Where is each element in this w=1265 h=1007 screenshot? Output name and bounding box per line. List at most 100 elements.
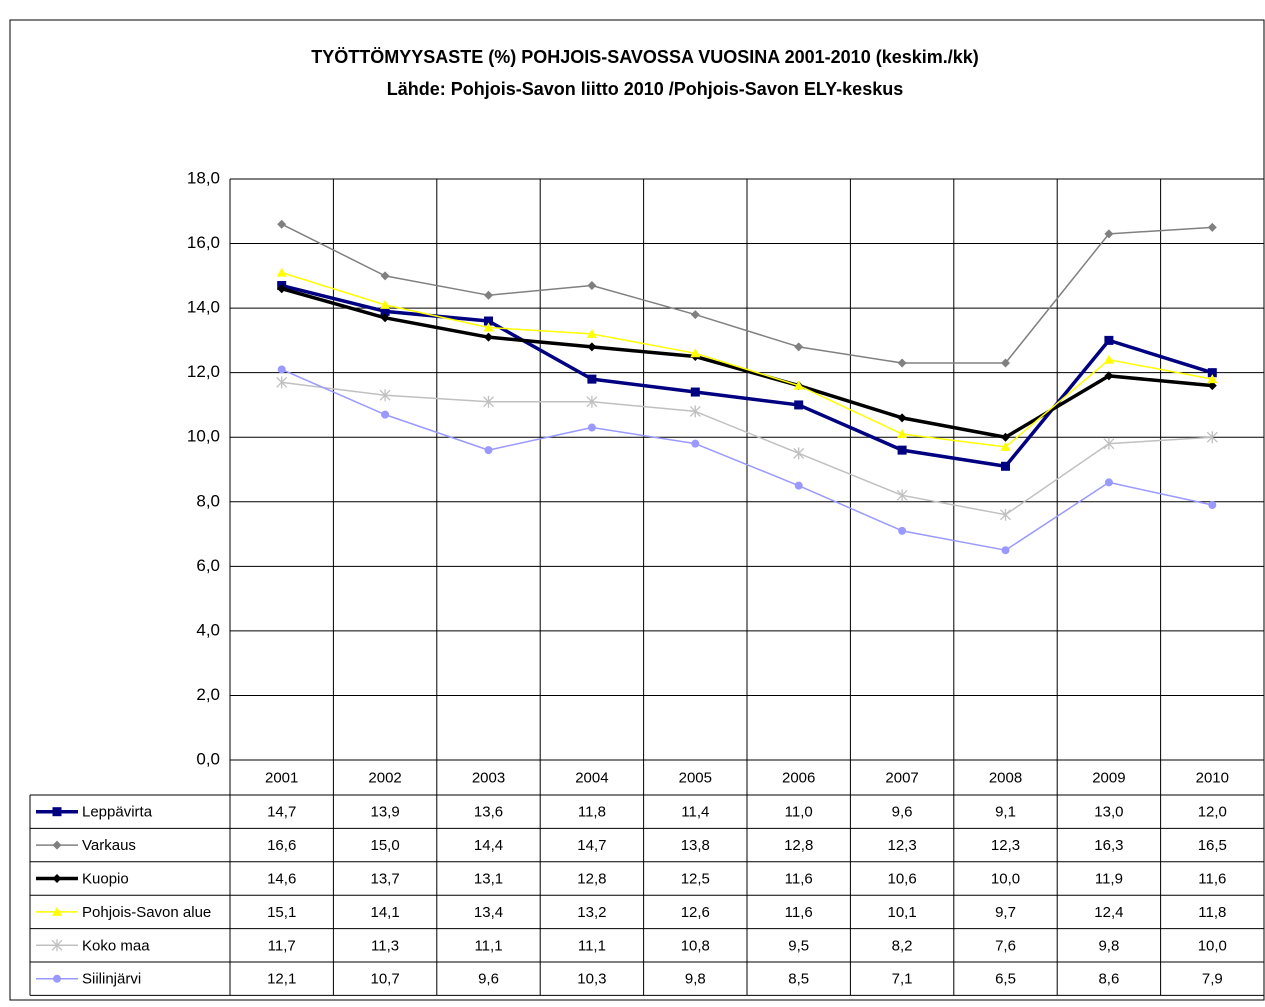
y-tick-label: 0,0 <box>196 749 220 768</box>
marker <box>380 271 390 281</box>
legend-label: Pohjois-Savon alue <box>82 904 211 921</box>
marker <box>379 389 391 402</box>
marker <box>52 874 62 883</box>
marker <box>277 365 286 374</box>
table-cell: 10,3 <box>577 971 606 988</box>
marker <box>1104 371 1114 381</box>
table-cell: 9,6 <box>892 804 913 821</box>
marker <box>1104 335 1114 345</box>
table-cell: 11,8 <box>1198 904 1226 921</box>
table-cell: 14,7 <box>577 837 606 854</box>
table-cell: 12,6 <box>681 904 710 921</box>
table-cell: 14,6 <box>267 870 296 887</box>
table-cell: 10,8 <box>681 937 710 954</box>
marker <box>690 348 701 358</box>
table-cell: 11,6 <box>785 904 813 921</box>
legend-label: Varkaus <box>82 837 136 854</box>
table-cell: 13,2 <box>577 904 606 921</box>
table-cell: 8,2 <box>892 937 913 954</box>
marker <box>1001 461 1010 471</box>
marker <box>690 310 700 320</box>
marker <box>52 807 62 817</box>
marker <box>897 358 907 368</box>
marker <box>1207 381 1217 391</box>
table-cell: 12,0 <box>1198 804 1227 821</box>
table-cell: 7,1 <box>892 971 913 988</box>
marker <box>380 313 390 323</box>
x-tick-label: 2005 <box>679 769 712 786</box>
y-tick-label: 2,0 <box>196 685 220 704</box>
chart-title: TYÖTTÖMYYSASTE (%) POHJOIS-SAVOSSA VUOSI… <box>311 47 979 67</box>
y-tick-label: 14,0 <box>187 298 220 317</box>
table-cell: 11,6 <box>1198 870 1226 887</box>
x-tick-label: 2009 <box>1092 769 1125 786</box>
marker <box>1206 431 1218 444</box>
table-cell: 10,0 <box>1198 937 1227 954</box>
table-cell: 13,6 <box>474 804 503 821</box>
table-cell: 9,8 <box>1098 937 1119 954</box>
marker <box>690 387 700 397</box>
table-cell: 12,1 <box>267 971 296 988</box>
x-tick-label: 2008 <box>989 769 1022 786</box>
table-cell: 11,1 <box>474 937 502 954</box>
marker <box>51 939 63 952</box>
series-line <box>281 223 1213 364</box>
marker <box>380 306 390 316</box>
series-line <box>281 368 1213 551</box>
legend-label: Koko maa <box>82 937 150 954</box>
table-cell: 11,8 <box>578 804 606 821</box>
table-cell: 8,5 <box>788 971 809 988</box>
marker <box>1001 358 1010 368</box>
marker <box>897 445 907 455</box>
marker <box>1207 374 1218 384</box>
marker <box>381 410 390 419</box>
table-cell: 16,5 <box>1198 837 1227 854</box>
marker <box>483 395 494 408</box>
marker <box>691 439 700 448</box>
marker <box>587 281 597 291</box>
table-cell: 14,7 <box>267 804 296 821</box>
marker <box>689 405 701 418</box>
marker <box>793 380 804 390</box>
table-cell: 10,0 <box>991 870 1020 887</box>
marker <box>484 332 493 342</box>
y-tick-label: 18,0 <box>187 168 220 187</box>
table-cell: 16,6 <box>267 837 296 854</box>
marker <box>793 447 805 460</box>
marker <box>484 446 493 455</box>
table-cell: 13,9 <box>370 804 399 821</box>
table-cell: 12,3 <box>991 837 1020 854</box>
table-cell: 9,1 <box>995 804 1016 821</box>
y-tick-label: 12,0 <box>187 362 220 381</box>
marker <box>897 428 908 438</box>
marker <box>277 219 287 229</box>
table-cell: 9,5 <box>788 937 809 954</box>
chart-subtitle: Lähde: Pohjois-Savon liitto 2010 /Pohjoi… <box>387 79 903 99</box>
table-cell: 11,0 <box>785 804 813 821</box>
table-cell: 15,1 <box>267 904 296 921</box>
y-tick-label: 10,0 <box>187 427 220 446</box>
table-cell: 13,4 <box>474 904 503 921</box>
marker <box>53 974 61 983</box>
table-cell: 9,8 <box>685 971 706 988</box>
marker <box>483 322 494 332</box>
legend-label: Kuopio <box>82 870 129 887</box>
marker <box>1208 501 1217 510</box>
series-line <box>281 271 1213 448</box>
table-cell: 16,3 <box>1094 837 1123 854</box>
x-tick-label: 2006 <box>782 769 815 786</box>
marker <box>484 290 493 300</box>
marker <box>1207 368 1217 378</box>
x-tick-label: 2004 <box>575 769 608 786</box>
marker <box>587 342 597 352</box>
table-cell: 8,6 <box>1098 971 1119 988</box>
table-cell: 9,7 <box>995 904 1016 921</box>
x-tick-label: 2007 <box>885 769 918 786</box>
table-cell: 13,8 <box>681 837 710 854</box>
marker <box>587 374 597 384</box>
table-cell: 13,7 <box>370 870 399 887</box>
marker <box>587 423 596 432</box>
marker <box>276 267 287 277</box>
marker <box>1001 432 1010 442</box>
marker <box>897 413 907 423</box>
